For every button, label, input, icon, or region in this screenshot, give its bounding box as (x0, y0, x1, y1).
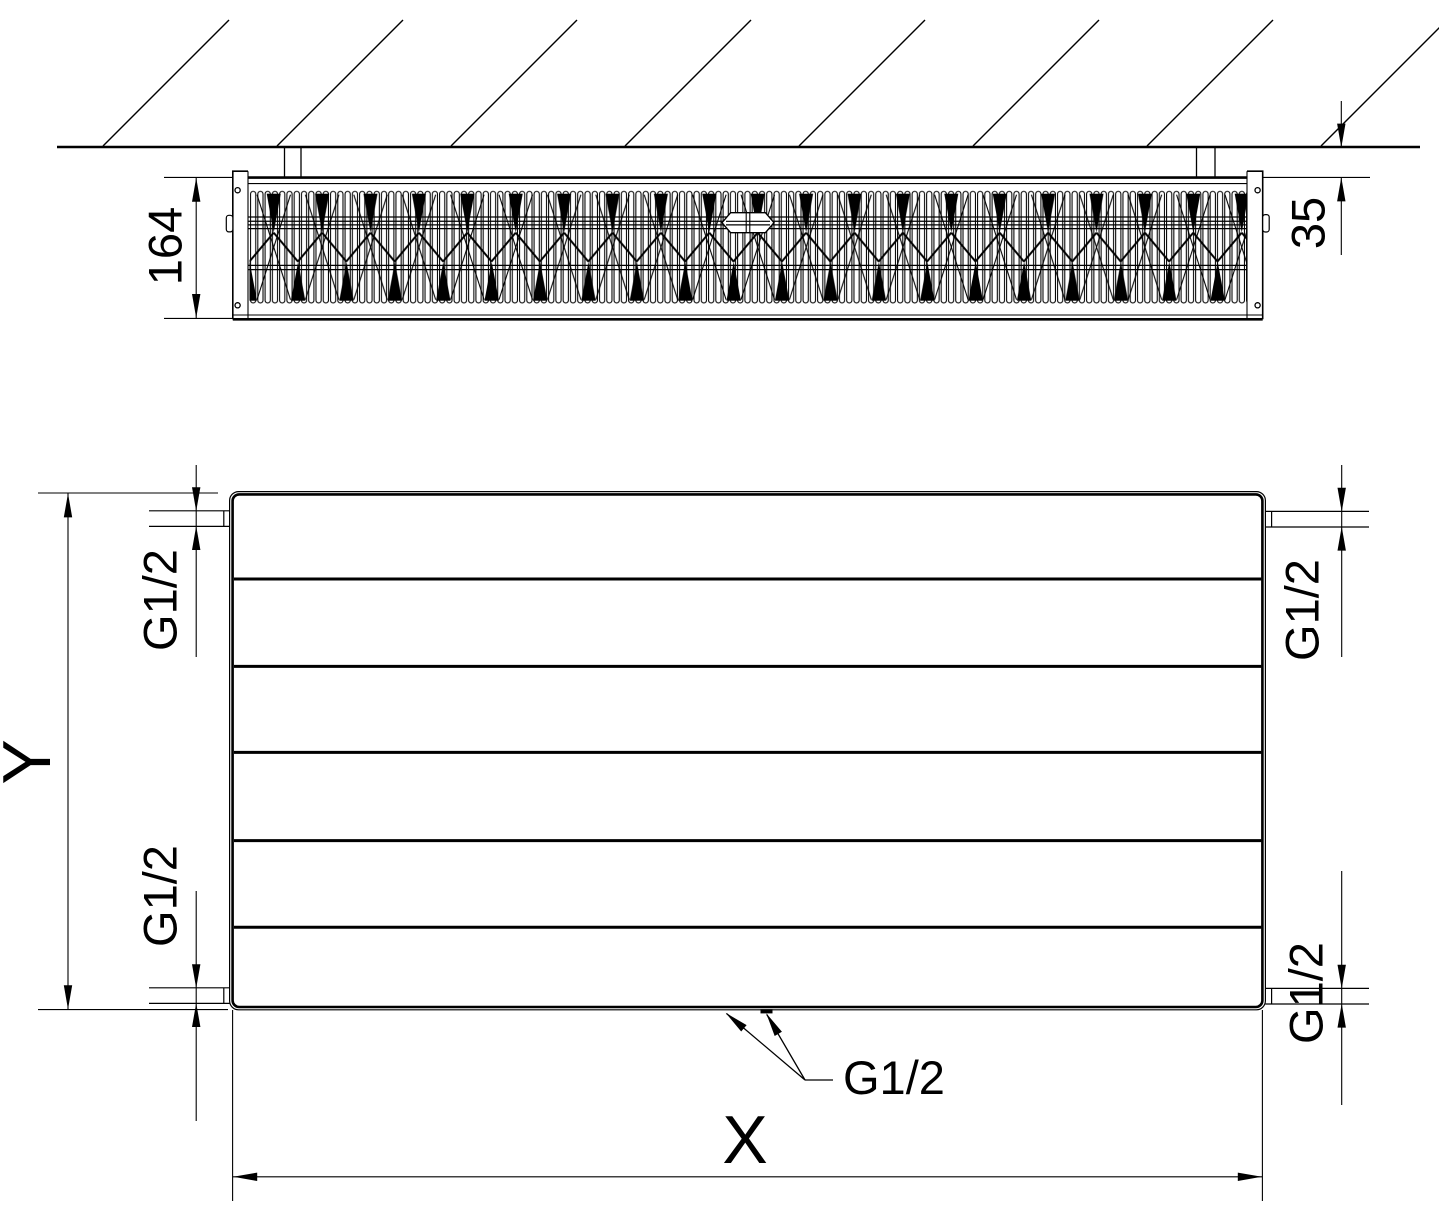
radiator-top-view (225, 170, 1270, 321)
wall-clearance-label: 35 (1282, 197, 1335, 249)
dimension-thread-bottom-right: G1/2 (1280, 871, 1346, 1105)
wall-hatching (57, 19, 1439, 149)
screw-hole (1254, 302, 1261, 309)
dimension-width: X (232, 1010, 1263, 1201)
top-view-frame (225, 170, 1270, 321)
center-seam (721, 211, 775, 234)
width-dimension-label: X (722, 1102, 767, 1178)
thread-label-bottom-center: G1/2 (843, 1051, 945, 1104)
wall-brackets (283, 148, 1216, 177)
bottom-connection-mark (760, 1009, 773, 1014)
thread-label-top-right: G1/2 (1276, 559, 1329, 661)
depth-dimension-label: 164 (139, 207, 192, 285)
hatch-lines (102, 19, 1439, 147)
thread-label-bottom-left: G1/2 (134, 845, 187, 947)
screw-hole (234, 186, 241, 194)
front-face-edge (231, 493, 1264, 1009)
dimension-thread-top-left: G1/2 (134, 465, 201, 657)
thread-label-bottom-right: G1/2 (1280, 942, 1333, 1044)
dimension-thread-bottom-left: G1/2 (134, 845, 201, 1121)
height-dimension-label: Y (0, 739, 65, 784)
dimension-height: Y (0, 492, 228, 1011)
dimension-thread-bottom-center: G1/2 (722, 1009, 945, 1104)
right-end-plate (1247, 170, 1264, 320)
left-end-plate (232, 170, 248, 320)
dimension-depth: 164 (139, 176, 233, 319)
dimension-thread-top-right: G1/2 (1276, 465, 1346, 661)
left-side-tab (225, 214, 234, 233)
front-outer-contour (229, 491, 1267, 1011)
screw-hole (234, 302, 241, 309)
panel-groove-lines (234, 577, 1262, 929)
connection-stubs (149, 510, 1369, 1005)
radiator-front-view (149, 491, 1369, 1011)
dimension-wall-clearance: 35 (1262, 101, 1370, 255)
right-side-tab (1262, 214, 1270, 233)
thread-label-top-left: G1/2 (134, 549, 187, 651)
screw-hole (1254, 186, 1261, 194)
